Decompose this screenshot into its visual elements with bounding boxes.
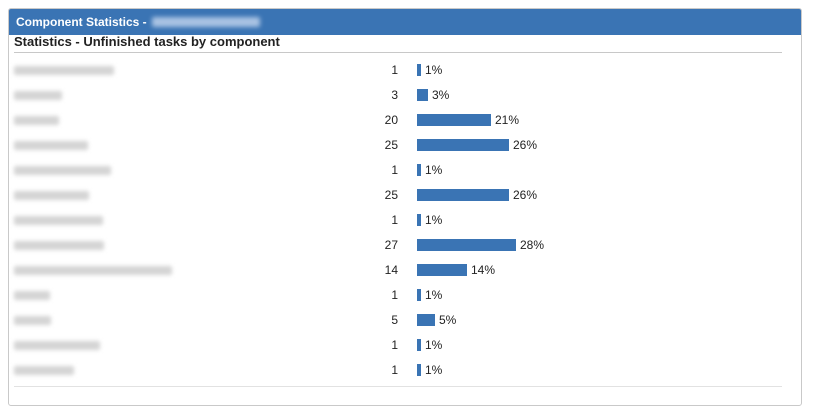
table-row: 27 28% [14, 233, 782, 258]
share-percent: 14% [471, 263, 496, 277]
table-row: 25 26% [14, 133, 782, 158]
share-percent: 26% [513, 138, 538, 152]
panel-title: Component Statistics - [16, 15, 147, 29]
share-bar [417, 139, 509, 151]
component-name-redacted [14, 241, 104, 250]
section-title: Statistics - Unfinished tasks by compone… [14, 34, 782, 53]
component-name-redacted [14, 216, 103, 225]
share-percent: 1% [425, 338, 443, 352]
share-bar [417, 239, 516, 251]
share-percent: 3% [432, 88, 450, 102]
component-name-redacted [14, 116, 59, 125]
task-count: 1 [391, 213, 398, 227]
task-count: 3 [391, 88, 398, 102]
share-bar [417, 339, 421, 351]
share-percent: 1% [425, 288, 443, 302]
task-count: 27 [384, 238, 398, 252]
table-row: 25 26% [14, 183, 782, 208]
task-count: 1 [391, 288, 398, 302]
component-name-redacted [14, 66, 114, 75]
share-bar [417, 89, 428, 101]
component-name-redacted [14, 141, 88, 150]
share-percent: 21% [495, 113, 520, 127]
task-count: 5 [391, 313, 398, 327]
task-count: 25 [384, 138, 398, 152]
component-name-redacted [14, 341, 100, 350]
table-row: 1 1% [14, 283, 782, 308]
share-percent: 1% [425, 213, 443, 227]
table-row: 1 1% [14, 208, 782, 233]
component-name-redacted [14, 166, 111, 175]
table-row: 20 21% [14, 108, 782, 133]
task-count: 14 [384, 263, 398, 277]
share-percent: 1% [425, 163, 443, 177]
component-name-redacted [14, 291, 50, 300]
table-row: 14 14% [14, 258, 782, 283]
share-percent: 5% [439, 313, 457, 327]
share-bar [417, 314, 435, 326]
share-bar [417, 164, 421, 176]
share-bar [417, 189, 509, 201]
share-bar [417, 364, 421, 376]
table-row: 5 5% [14, 308, 782, 333]
share-bar [417, 264, 467, 276]
component-name-redacted [14, 91, 62, 100]
table-row: 1 1% [14, 158, 782, 183]
component-name-redacted [14, 266, 172, 275]
share-bar [417, 114, 491, 126]
task-count: 20 [384, 113, 398, 127]
share-percent: 1% [425, 363, 443, 377]
share-bar [417, 289, 421, 301]
component-name-redacted [14, 191, 89, 200]
share-bar [417, 214, 421, 226]
share-percent: 28% [520, 238, 545, 252]
component-name-redacted [14, 316, 51, 325]
table-row: 3 3% [14, 83, 782, 108]
table-row: 1 1% [14, 333, 782, 358]
share-percent: 1% [425, 63, 443, 77]
component-name-redacted [14, 366, 74, 375]
task-count: 1 [391, 63, 398, 77]
task-count: 1 [391, 163, 398, 177]
redacted-project-name [151, 17, 260, 27]
table-row: 1 1% [14, 58, 782, 83]
statistics-rows: 1 1% 3 3% 20 21% 25 26% 1 1% 25 26% 1 1% 27 28% 14 14% 1 1%… [14, 58, 782, 383]
component-statistics-panel: Component Statistics - [8, 8, 802, 406]
share-bar [417, 64, 421, 76]
task-count: 25 [384, 188, 398, 202]
task-count: 1 [391, 363, 398, 377]
share-percent: 26% [513, 188, 538, 202]
table-row: 1 1% [14, 358, 782, 383]
panel-header: Component Statistics - [9, 9, 801, 35]
task-count: 1 [391, 338, 398, 352]
divider [14, 386, 782, 387]
